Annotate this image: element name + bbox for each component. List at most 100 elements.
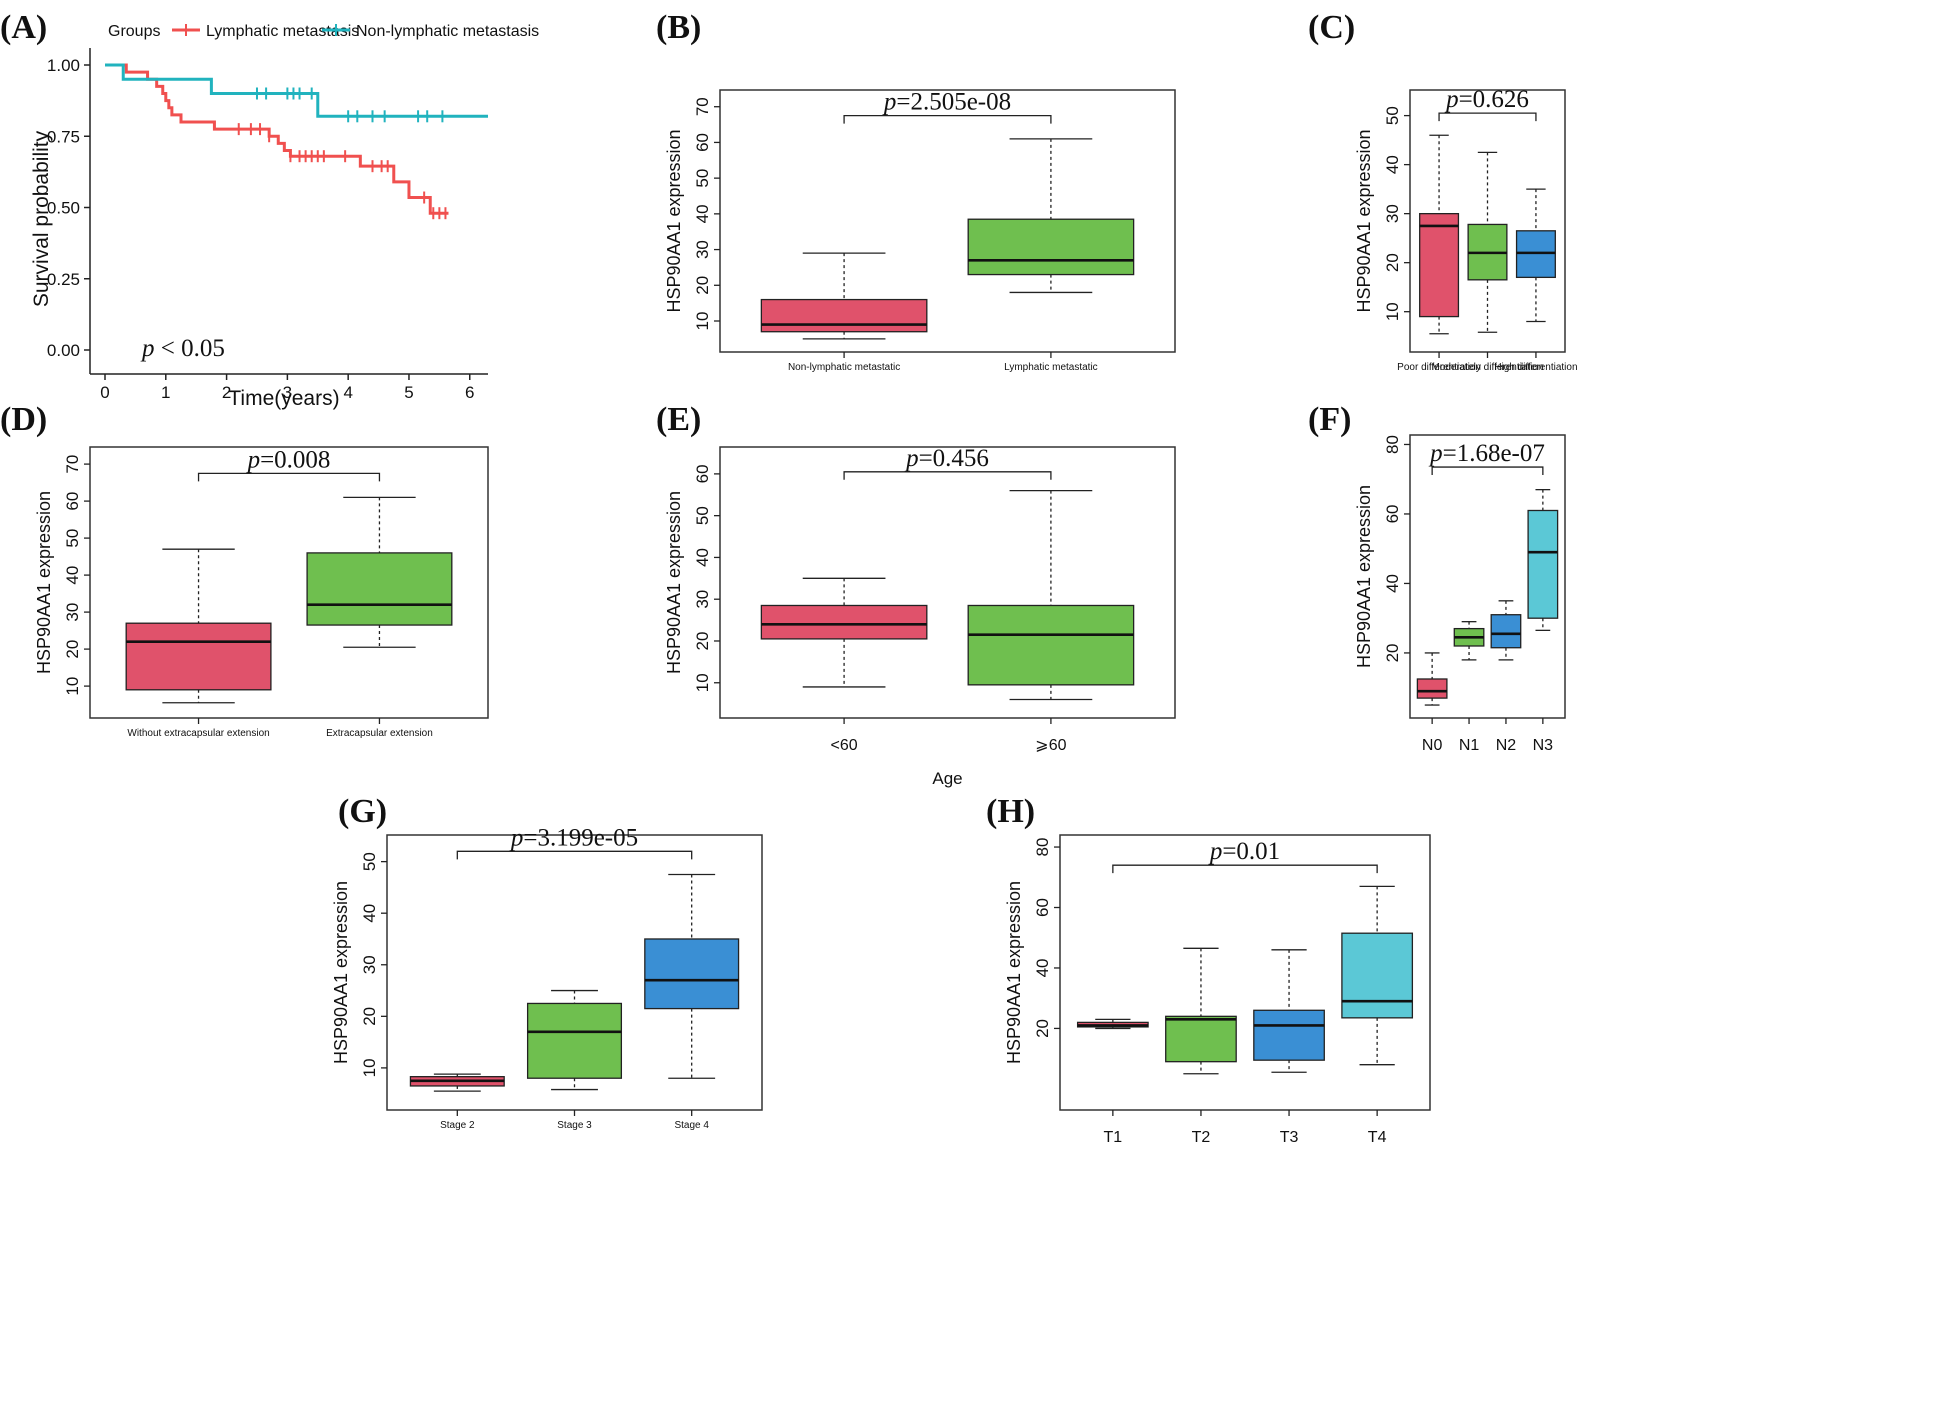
plot-frame (719, 446, 1176, 719)
p-value: p=0.456 (904, 445, 989, 472)
legend-label: Lymphatic metastasis (206, 23, 359, 40)
category-label: Stage 2 (440, 1120, 475, 1131)
category-label: Stage 3 (557, 1120, 592, 1131)
y-tick-label: 40 (1033, 959, 1052, 978)
box-3: High differentiation (1494, 188, 1578, 373)
iqr-box (967, 218, 1135, 276)
p-value: p=2.505e-08 (882, 89, 1011, 116)
p-italic: p (140, 335, 155, 362)
iqr-box (125, 622, 272, 691)
category-label: T3 (1280, 1129, 1299, 1146)
box-2: Stage 3 (526, 989, 623, 1131)
category-label: T4 (1368, 1129, 1387, 1146)
x-tick-label: 0 (100, 383, 109, 402)
box-3: T3 (1253, 949, 1325, 1146)
category-label: T2 (1192, 1129, 1211, 1146)
y-tick-label: 20 (63, 640, 82, 659)
category-label: Extracapsular extension (326, 728, 433, 739)
box-3: Stage 4 (644, 873, 740, 1131)
y-axis-label: HSP90AA1 expression (664, 129, 684, 312)
iqr-box (967, 604, 1135, 686)
y-tick-label: 80 (1383, 435, 1402, 454)
panel-label: (B) (656, 9, 701, 46)
y-axis-label: HSP90AA1 expression (664, 491, 684, 674)
panel-label: (D) (0, 401, 47, 438)
category-label: Non-lymphatic metastatic (788, 362, 900, 373)
p-value-text: =1.68e-07 (1443, 440, 1545, 467)
category-label: Stage 4 (674, 1120, 709, 1131)
significance-bracket (197, 472, 381, 482)
box-2: Extracapsular extension (306, 496, 453, 739)
p-italic: p (882, 89, 897, 116)
y-tick-label: 40 (693, 548, 712, 567)
p-italic: p (1444, 86, 1459, 113)
plot-frame (1059, 834, 1431, 1111)
significance-bracket (456, 850, 693, 860)
iqr-box (1490, 614, 1522, 649)
p-value-text: =0.01 (1222, 838, 1280, 865)
y-axis-label: HSP90AA1 expression (331, 881, 351, 1064)
iqr-box (306, 552, 453, 626)
y-tick-label: 20 (693, 632, 712, 651)
legend-label: Non-lymphatic metastasis (356, 23, 539, 40)
panel-h: (H) 20 40 60 80 HSP90AA1 expression T1 T2 T3 T4 p=… (986, 793, 1431, 1146)
y-tick-label: 70 (693, 97, 712, 116)
box-1: Stage 2 (409, 1073, 505, 1131)
plot-frame (89, 446, 489, 719)
y-tick-label: 20 (1033, 1019, 1052, 1038)
y-tick-label: 60 (63, 492, 82, 511)
category-label: Without extracapsular extension (127, 728, 269, 739)
p-value-text: =2.505e-08 (896, 89, 1011, 116)
p-italic: p (1428, 440, 1443, 467)
y-tick-label: 50 (1383, 106, 1402, 125)
survival-curve-lymphatic (105, 63, 449, 215)
panel-label: (E) (656, 401, 701, 438)
y-tick-label: 10 (360, 1058, 379, 1077)
box-2: Lymphatic metastatic (967, 138, 1135, 373)
box-2: T2 (1165, 947, 1237, 1146)
y-tick-label: 50 (360, 852, 379, 871)
box-4: T4 (1341, 885, 1414, 1146)
y-tick-label: 80 (1033, 838, 1052, 857)
panel-b: (B) 10 20 30 40 50 60 70 HSP90AA1 expression Non-… (656, 9, 1176, 373)
y-tick-label: 60 (693, 464, 712, 483)
box-1: Poor differentiation (1397, 134, 1481, 373)
p-value-text: =0.008 (260, 446, 330, 473)
panel-a: (A) 0.00 0.25 0.50 0.75 1.00 0 1 2 3 4 5 6 Time(years… (0, 9, 539, 410)
y-tick-label: 0.00 (47, 341, 80, 360)
y-tick-label: 40 (693, 204, 712, 223)
y-tick-label: 40 (360, 904, 379, 923)
p-value: p=3.199e-05 (509, 824, 638, 851)
y-tick-label: 1.00 (47, 56, 80, 75)
y-tick-label: 60 (1383, 505, 1402, 524)
x-axis-label: Time(years) (228, 387, 339, 410)
iqr-box (1419, 212, 1460, 318)
y-tick-label: 70 (63, 455, 82, 474)
iqr-box (1527, 509, 1559, 619)
panel-e: (E) 10 20 30 40 50 60 HSP90AA1 expression <60 ⩾60… (656, 401, 1176, 788)
category-label: <60 (831, 737, 858, 754)
box-1: Without extracapsular extension (125, 548, 272, 739)
y-tick-label: 40 (1383, 155, 1402, 174)
iqr-box (760, 604, 928, 640)
p-value: p=0.008 (246, 446, 331, 473)
y-tick-label: 0.75 (47, 127, 80, 146)
p-value-text: =0.626 (1459, 86, 1529, 113)
category-label: N0 (1422, 737, 1443, 754)
category-label: N3 (1533, 737, 1554, 754)
category-label: N2 (1496, 737, 1517, 754)
x-tick-label: 5 (404, 383, 413, 402)
category-label: ⩾60 (1035, 737, 1066, 754)
y-tick-label: 20 (693, 276, 712, 295)
p-annotation: p < 0.05 (140, 335, 225, 362)
y-tick-label: 50 (693, 506, 712, 525)
panel-label: (F) (1308, 401, 1351, 438)
iqr-box (1253, 1009, 1325, 1061)
box-1: T1 (1076, 1018, 1149, 1146)
y-tick-label: 30 (693, 590, 712, 609)
p-value-text: =0.456 (919, 445, 989, 472)
y-tick-label: 20 (1383, 643, 1402, 662)
category-label: Poor differentiation (1397, 362, 1481, 373)
iqr-box (760, 298, 928, 333)
y-tick-label: 30 (1383, 204, 1402, 223)
